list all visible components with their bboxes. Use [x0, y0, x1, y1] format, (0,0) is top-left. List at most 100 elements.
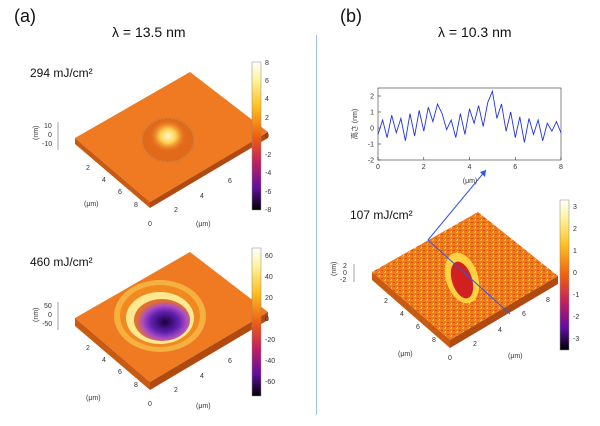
cb-tick: 1: [573, 248, 577, 255]
y-tick: 8: [432, 337, 436, 344]
cb-tick: 8: [265, 60, 269, 67]
fluence-top-a: 294 mJ/cm²: [30, 66, 93, 80]
x-tick: 4: [200, 373, 204, 380]
profile-xtick-label: 2: [422, 164, 426, 171]
x-tick: 6: [228, 178, 232, 185]
fluence-bottom-a: 460 mJ/cm²: [30, 255, 93, 269]
surface-a-top: [75, 72, 268, 208]
z-tick: 50: [44, 303, 52, 310]
cb-tick: 0: [265, 316, 269, 323]
panel-a-wavelength: λ = 13.5 nm: [112, 24, 186, 40]
colorbar-a-bottom: [251, 247, 262, 397]
y-tick: 8: [134, 382, 138, 389]
cb-tick: -8: [265, 207, 271, 214]
colorbar-a-bottom-ticks: 60 40 20 0 -20 -40 -60: [265, 253, 275, 386]
cb-tick: 2: [573, 226, 577, 233]
x-tick: 6: [522, 311, 526, 318]
arrow-head-icon: [480, 170, 486, 177]
x-tick: 6: [228, 358, 232, 365]
colorbar-b-ticks: 3 2 1 0 -1 -2 -3: [573, 204, 579, 343]
profile-xtick-label: 4: [468, 164, 472, 171]
y-tick: 2: [86, 165, 90, 172]
crater-a-bottom: [134, 299, 190, 341]
profile-xtick-label: 0: [376, 164, 380, 171]
panel-b-wavelength: λ = 10.3 nm: [438, 24, 512, 40]
cb-tick: -60: [265, 379, 275, 386]
cb-tick: -6: [265, 189, 271, 196]
z-tick: 0: [343, 270, 347, 277]
panel-divider: [316, 35, 317, 415]
x-axis-label: (μm): [508, 353, 523, 360]
profile-plot-frame: [377, 87, 562, 161]
cb-tick: -40: [265, 358, 275, 365]
cb-tick: 3: [573, 204, 577, 211]
y-axis-label: (μm): [86, 395, 101, 402]
profile-ytick-label: 1: [370, 110, 374, 117]
profile-xlabel: (μm): [463, 178, 478, 185]
y-axis-label: (μm): [398, 351, 413, 358]
y-tick: 8: [134, 202, 138, 209]
profile-series-line: [377, 89, 562, 143]
z-tick: -50: [42, 321, 52, 328]
bump-a-top: [150, 120, 186, 152]
x-tick: 0: [448, 355, 452, 362]
z-tick: -10: [42, 141, 52, 148]
colorbar-a-top: [251, 61, 262, 211]
cb-tick: -20: [265, 337, 275, 344]
cb-tick: -2: [573, 314, 579, 321]
cb-tick: 40: [265, 274, 273, 281]
x-tick: 8: [546, 297, 550, 304]
profile-xtick-label: 8: [559, 164, 563, 171]
cb-tick: 20: [265, 295, 273, 302]
cb-tick: -1: [573, 292, 579, 299]
profile-ytick-label: 0: [370, 126, 374, 133]
z-tick: 0: [48, 312, 52, 319]
z-tick: 0: [48, 132, 52, 139]
colorbar-a-top-ticks: 8 6 4 2 0 -2 -4 -6 -8: [265, 60, 271, 214]
x-tick: 2: [174, 207, 178, 214]
y-tick: 2: [384, 298, 388, 305]
y-tick: 4: [400, 311, 404, 318]
x-axis-label: (μm): [196, 403, 211, 410]
fluence-b: 107 mJ/cm²: [350, 208, 413, 222]
panel-b-label: (b): [340, 6, 362, 26]
x-tick: 2: [473, 341, 477, 348]
cb-tick: 0: [265, 133, 269, 140]
z-tick: -2: [340, 277, 346, 284]
panel-a-label: (a): [14, 6, 36, 26]
cb-tick: -4: [265, 170, 271, 177]
z-axis-label: (nm): [33, 126, 40, 140]
z-tick: 10: [44, 123, 52, 130]
z-tick: 2: [343, 263, 347, 270]
z-axis-label: (nm): [33, 308, 40, 322]
cb-tick: 2: [265, 115, 269, 122]
cb-tick: -3: [573, 336, 579, 343]
cb-tick: -2: [265, 152, 271, 159]
y-tick: 4: [102, 357, 106, 364]
profile-ytick-label: 2: [370, 94, 374, 101]
profile-ytick-label: -1: [368, 142, 374, 149]
y-tick: 6: [416, 324, 420, 331]
profile-ytick-label: -2: [368, 158, 374, 165]
y-tick: 6: [118, 369, 122, 376]
y-tick: 2: [86, 345, 90, 352]
x-tick: 4: [498, 327, 502, 334]
y-axis-label: (μm): [84, 201, 99, 208]
x-tick: 0: [148, 221, 152, 228]
crater-b: [450, 261, 474, 299]
surface-b: [372, 212, 558, 348]
x-tick: 4: [200, 193, 204, 200]
cb-tick: 0: [573, 270, 577, 277]
colorbar-b: [559, 199, 570, 351]
z-axis-label: (nm): [331, 262, 338, 276]
cb-tick: 4: [265, 96, 269, 103]
cb-tick: 6: [265, 78, 269, 85]
x-tick: 2: [174, 387, 178, 394]
profile-xtick-label: 6: [513, 164, 517, 171]
profile-arrow: [427, 169, 487, 241]
height-profile-chart: 高さ (nm) (μm) 2 1 0 -1 -2 0 2 4 6 8: [350, 87, 563, 185]
x-axis-label: (μm): [196, 221, 211, 228]
surface-a-bottom: [75, 252, 268, 390]
profile-cut-line: [427, 239, 511, 315]
